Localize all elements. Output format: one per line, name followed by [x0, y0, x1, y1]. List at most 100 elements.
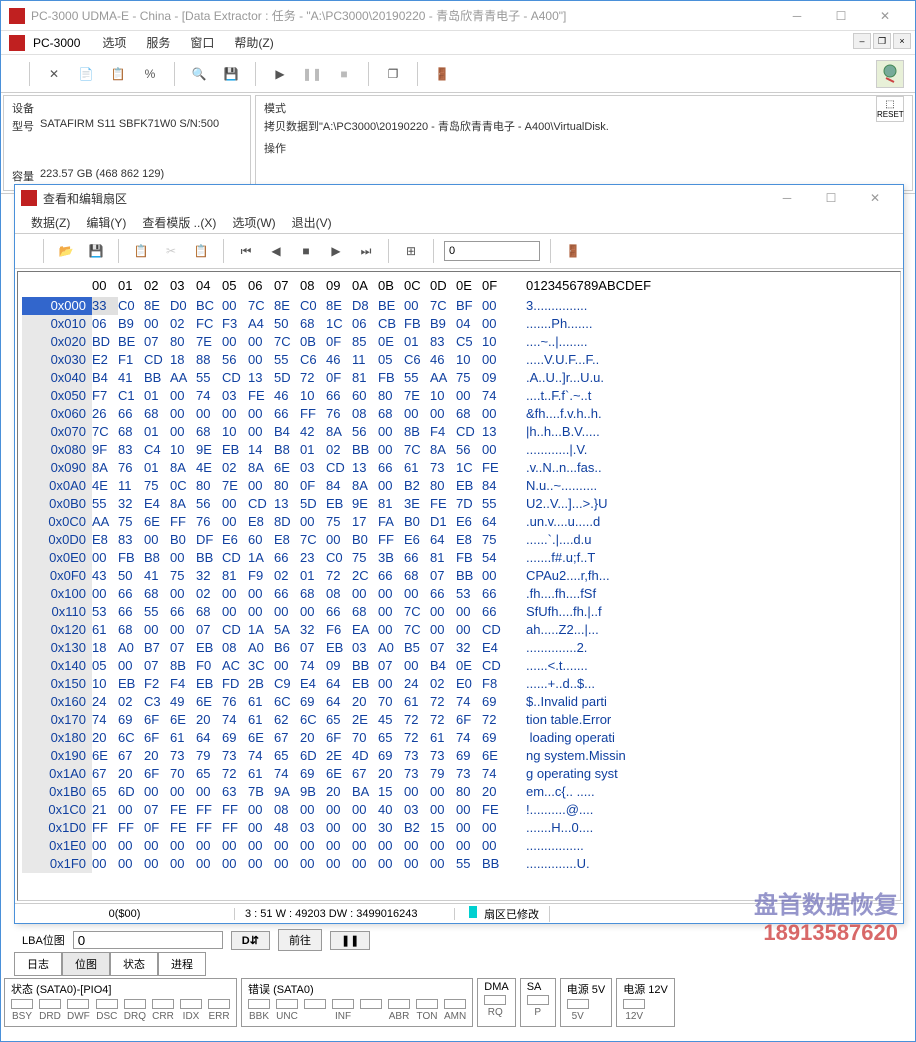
hex-byte[interactable]: 69 — [482, 693, 508, 711]
hex-byte[interactable]: EB — [326, 639, 352, 657]
hex-byte[interactable]: 20 — [144, 747, 170, 765]
hex-byte[interactable]: 8D — [274, 513, 300, 531]
hex-byte[interactable]: 00 — [222, 855, 248, 873]
hex-byte[interactable]: 00 — [248, 819, 274, 837]
hex-byte[interactable]: 79 — [430, 765, 456, 783]
hex-byte[interactable]: 30 — [378, 819, 404, 837]
hex-byte[interactable]: 00 — [352, 801, 378, 819]
menu-options[interactable]: 选项 — [94, 32, 134, 53]
sub-menu-options[interactable]: 选项(W) — [224, 212, 283, 233]
hex-byte[interactable]: 66 — [118, 585, 144, 603]
hex-byte[interactable]: 00 — [352, 855, 378, 873]
hex-byte[interactable]: BD — [92, 333, 118, 351]
hex-byte[interactable]: 49 — [170, 693, 196, 711]
hex-byte[interactable]: 73 — [430, 459, 456, 477]
hex-byte[interactable]: 13 — [248, 369, 274, 387]
menu-help[interactable]: 帮助(Z) — [226, 32, 281, 53]
hex-byte[interactable]: 84 — [482, 477, 508, 495]
hex-byte[interactable]: 05 — [378, 351, 404, 369]
hex-byte[interactable]: BB — [352, 657, 378, 675]
hex-row[interactable]: 0x0602666680000000066FF76086800006800&fh… — [22, 405, 890, 423]
hex-byte[interactable]: 61 — [248, 693, 274, 711]
hex-row[interactable]: 0x0908A76018A4E028A6E03CD136661731CFE.v.… — [22, 459, 890, 477]
hex-byte[interactable]: 01 — [144, 459, 170, 477]
hex-byte[interactable]: 75 — [352, 549, 378, 567]
hex-byte[interactable]: 67 — [92, 765, 118, 783]
hex-byte[interactable]: FC — [196, 315, 222, 333]
hex-byte[interactable]: 65 — [326, 711, 352, 729]
hex-byte[interactable]: 00 — [248, 405, 274, 423]
hex-byte[interactable]: 8A — [170, 495, 196, 513]
hex-byte[interactable]: 00 — [222, 495, 248, 513]
hex-byte[interactable]: 01 — [300, 441, 326, 459]
hex-byte[interactable]: 0C — [170, 477, 196, 495]
hex-byte[interactable]: 07 — [430, 567, 456, 585]
hex-byte[interactable]: 68 — [118, 621, 144, 639]
hex-byte[interactable]: 66 — [274, 549, 300, 567]
hex-byte[interactable]: 00 — [170, 855, 196, 873]
hex-byte[interactable]: 73 — [404, 747, 430, 765]
hex-byte[interactable]: A0 — [378, 639, 404, 657]
hex-byte[interactable]: 72 — [404, 729, 430, 747]
prev-icon[interactable]: ◀ — [264, 239, 288, 263]
hex-byte[interactable]: CD — [144, 351, 170, 369]
hex-byte[interactable]: 9A — [274, 783, 300, 801]
hex-byte[interactable]: 07 — [170, 639, 196, 657]
hex-byte[interactable]: 10 — [222, 423, 248, 441]
hex-byte[interactable]: 00 — [404, 855, 430, 873]
hex-byte[interactable]: 41 — [118, 369, 144, 387]
last-icon[interactable]: ⏭ — [354, 239, 378, 263]
hex-byte[interactable]: F1 — [118, 351, 144, 369]
hex-byte[interactable]: 56 — [352, 423, 378, 441]
hex-byte[interactable]: CD — [222, 549, 248, 567]
hex-row[interactable]: 0x1906E672073797374656D2E4D697373696Eng … — [22, 747, 890, 765]
hex-byte[interactable]: FF — [378, 531, 404, 549]
hex-byte[interactable]: 81 — [430, 549, 456, 567]
hex-byte[interactable]: 6E — [92, 747, 118, 765]
hex-byte[interactable]: 55 — [404, 369, 430, 387]
hex-byte[interactable]: 50 — [118, 567, 144, 585]
hex-byte[interactable]: 5D — [274, 369, 300, 387]
hex-byte[interactable]: 00 — [196, 783, 222, 801]
hex-byte[interactable]: 13 — [482, 423, 508, 441]
hex-byte[interactable]: B8 — [274, 441, 300, 459]
hex-byte[interactable]: 3C — [248, 657, 274, 675]
hex-byte[interactable]: EB — [326, 495, 352, 513]
play-icon[interactable]: ▶ — [268, 62, 292, 86]
hex-byte[interactable]: 00 — [404, 405, 430, 423]
first-icon[interactable]: ⏮ — [234, 239, 258, 263]
hex-row[interactable]: 0x0E000FBB800BBCD1A6623C0753B6681FB54...… — [22, 549, 890, 567]
hex-byte[interactable]: 0F — [300, 477, 326, 495]
hex-byte[interactable]: 67 — [352, 765, 378, 783]
hex-byte[interactable]: FF — [92, 819, 118, 837]
sector-input[interactable] — [444, 241, 540, 261]
hex-byte[interactable]: 6E — [326, 765, 352, 783]
hex-byte[interactable]: 68 — [144, 585, 170, 603]
hex-byte[interactable]: CD — [222, 621, 248, 639]
hex-byte[interactable]: B9 — [430, 315, 456, 333]
hex-byte[interactable]: 69 — [300, 693, 326, 711]
hex-byte[interactable]: 72 — [222, 765, 248, 783]
hex-byte[interactable]: 88 — [196, 351, 222, 369]
hex-byte[interactable]: 10 — [92, 675, 118, 693]
maximize-button[interactable]: ☐ — [819, 2, 863, 30]
hex-row[interactable]: 0x180206C6F6164696E67206F706572617469 lo… — [22, 729, 890, 747]
hex-byte[interactable]: 00 — [456, 837, 482, 855]
hex-byte[interactable]: 8E — [326, 297, 352, 315]
hex-byte[interactable]: 00 — [92, 549, 118, 567]
hex-byte[interactable]: 00 — [430, 603, 456, 621]
hex-row[interactable]: 0x0C0AA756EFF7600E88D007517FAB0D1E664.un… — [22, 513, 890, 531]
hex-byte[interactable]: 00 — [378, 423, 404, 441]
hex-byte[interactable]: BB — [456, 567, 482, 585]
hex-byte[interactable]: 6E — [248, 729, 274, 747]
hex-byte[interactable]: 00 — [222, 333, 248, 351]
copy-icon[interactable]: 📋 — [129, 239, 153, 263]
hex-byte[interactable]: FF — [170, 513, 196, 531]
hex-byte[interactable]: 70 — [378, 693, 404, 711]
hex-byte[interactable]: 03 — [300, 819, 326, 837]
hex-byte[interactable]: 48 — [274, 819, 300, 837]
hex-byte[interactable]: 68 — [300, 315, 326, 333]
sub-menu-data[interactable]: 数据(Z) — [23, 212, 78, 233]
hex-byte[interactable]: 64 — [326, 675, 352, 693]
hex-byte[interactable]: 66 — [378, 567, 404, 585]
